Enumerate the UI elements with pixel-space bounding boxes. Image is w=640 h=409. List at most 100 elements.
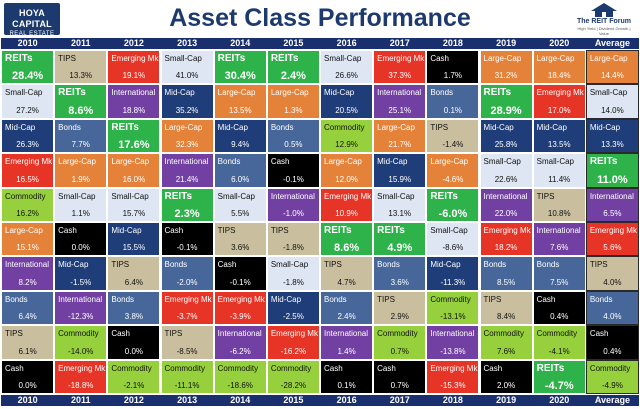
asset-class-label: Emerging Mk [483,226,531,235]
return-value: -4.7% [544,379,574,392]
cell-emerging-mk-2020: Emerging Mk 17.0% [532,84,586,119]
return-value: 3.6% [390,277,409,287]
reit-forum-logo: The REIT Forum High Yield | Dividend Gro… [574,2,634,36]
return-value: 0.4% [603,346,622,356]
cell-tips-2015: TIPS -1.8% [266,222,320,257]
cell-mid-cap-2012: Mid-Cap 15.5% [107,222,161,257]
asset-class-label: Mid-Cap [58,260,89,270]
return-value: 4.0% [603,312,622,322]
return-value: 22.0% [494,208,518,218]
column-header-2020: 2020 [549,38,570,48]
return-value: 18.4% [547,71,571,81]
asset-class-label: Mid-Cap [270,294,302,304]
hoya-capital-logo: HOYA CAPITAL REAL ESTATE [4,3,60,37]
asset-class-label: Commodity [164,363,205,373]
asset-class-label: REITs [324,225,352,236]
cell-emerging-mk-2018: Emerging Mk -15.3% [426,359,480,394]
cell-small-cap-2018: Small-Cap -8.6% [426,222,480,257]
asset-class-label: Mid-Cap [324,88,355,98]
return-value: -8.6% [442,243,464,253]
asset-class-label: TIPS [589,260,608,270]
cell-bonds-2020: Bonds 7.5% [532,256,586,291]
cell-international-2018: International -13.8% [426,325,480,360]
asset-class-label: International [483,191,528,201]
asset-class-label: Commodity [111,363,152,373]
asset-class-label: Bonds [483,260,507,270]
cell-emerging-mk-2010: Emerging Mk 16.5% [1,153,55,188]
asset-class-label: Small-Cap [589,88,628,98]
asset-class-label: Small-Cap [377,191,415,201]
asset-class-label: Emerging Mk [324,191,372,201]
cell-bonds-2014: Bonds 6.0% [213,153,267,188]
asset-class-label: Cash [324,363,343,373]
asset-class-label: Mid-Cap [483,122,514,132]
column-header-2015: 2015 [283,38,304,48]
asset-class-label: Small-Cap [111,191,149,201]
asset-class-label: Small-Cap [430,226,468,235]
return-value: -28.2% [280,380,307,390]
return-value: 2.3% [174,207,200,220]
asset-class-label: TIPS [5,329,23,339]
cell-mid-cap-2017: Mid-Cap 15.9% [373,153,427,188]
cell-cash-2010: Cash 0.0% [1,359,55,394]
column-header-2015: 2015 [283,395,304,405]
asset-class-label: Small-Cap [324,54,362,63]
cell-cash-2011: Cash 0.0% [54,222,108,257]
cell-small-cap-2013: Small-Cap 41.0% [160,50,214,85]
return-value: 15.5% [122,243,146,253]
return-value: 0.7% [390,346,409,356]
return-value: 7.7% [71,140,90,150]
asset-class-label: Mid-Cap [536,122,567,132]
asset-class-label: International [164,157,209,167]
column-header-2014: 2014 [230,395,251,405]
return-value: 8.6% [334,242,360,255]
return-value: 15.9% [388,174,412,184]
asset-class-label: Commodity [536,329,578,339]
cell-international-2014: International -6.2% [213,325,267,360]
return-value: 0.0% [124,346,144,356]
return-value: 4.0% [603,277,622,287]
cell-mid-cap-2015: Mid-Cap -2.5% [266,290,320,326]
return-value: 2.9% [390,312,409,322]
return-value: -1.8% [282,243,304,253]
column-header-2019: 2019 [496,38,517,48]
return-value: 6.4% [124,277,144,287]
return-value: 1.9% [71,174,90,184]
return-value: -18.8% [68,380,94,390]
return-value: 13.5% [228,105,252,115]
asset-class-label: Emerging Mk [111,54,159,63]
return-value: -1.0% [282,208,304,218]
asset-class-label: Large-Cap [536,54,575,63]
return-value: 13.5% [547,140,571,150]
asset-class-label: TIPS [536,191,555,201]
asset-class-label: REITs [483,87,512,99]
cell-emerging-mk-average: Emerging Mk 5.6% [585,222,639,257]
cell-tips-2010: TIPS 6.1% [1,325,55,360]
cell-tips-2012: TIPS 6.4% [107,256,161,291]
asset-class-label: REITs [270,53,299,64]
return-value: 16.0% [122,174,146,184]
return-value: 7.6% [550,243,569,253]
return-value: -8.5% [176,346,198,356]
asset-class-label: Mid-Cap [164,88,195,98]
return-value: 28.4% [11,70,44,83]
cell-large-cap-average: Large-Cap 14.4% [585,50,639,85]
return-value: 26.3% [16,140,39,150]
cell-international-2020: International 7.6% [532,222,586,257]
asset-class-label: Commodity [324,122,365,132]
asset-class-label: International [217,329,262,339]
asset-class-label: Bonds [111,294,135,304]
return-value: 0.1% [337,380,356,390]
return-value: 21.4% [175,174,199,184]
cell-mid-cap-average: Mid-Cap 13.3% [585,118,639,154]
return-value: 13.1% [388,208,412,218]
logo-line2: REAL ESTATE [9,31,55,37]
return-value: 0.5% [284,140,303,150]
column-header-2011: 2011 [70,395,91,405]
cell-small-cap-2017: Small-Cap 13.1% [373,187,427,222]
cell-large-cap-2020: Large-Cap 18.4% [532,50,586,85]
asset-class-label: Commodity [270,363,312,373]
asset-class-label: Mid-Cap [377,157,408,167]
return-value: 13.3% [69,71,93,81]
performance-grid: REITs 28.4% TIPS 13.3% Emerging Mk 19.1% Small… [1,50,639,394]
